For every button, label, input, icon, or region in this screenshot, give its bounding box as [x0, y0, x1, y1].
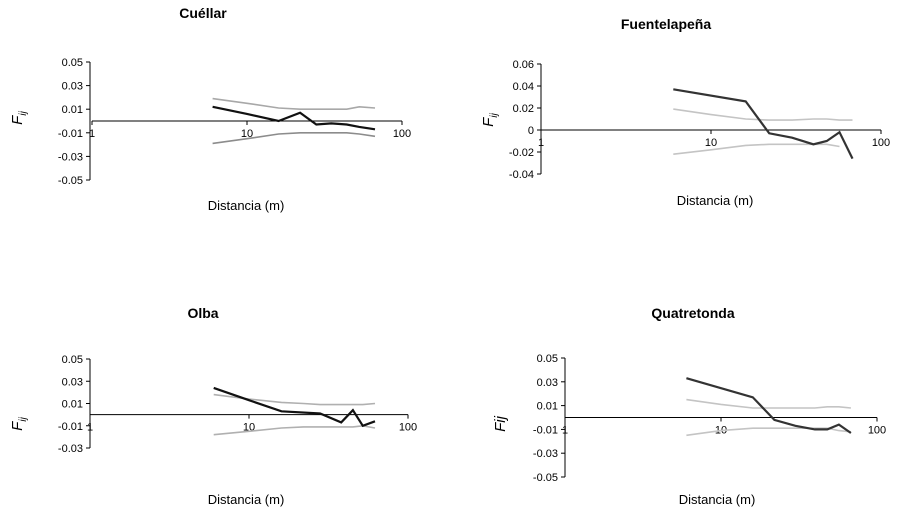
y-tick-label: 0.06: [513, 59, 534, 71]
y-tick-label: -0.03: [533, 448, 558, 460]
y-tick-label: 0.05: [537, 353, 558, 365]
chart-title: Cuéllar: [179, 5, 227, 21]
y-axis-label: Fij: [9, 110, 29, 124]
series-line-upper: [686, 398, 851, 409]
y-axis-label: Fij: [9, 416, 29, 430]
y-tick-label: -0.05: [58, 175, 83, 187]
y-tick-label: 0.03: [62, 376, 83, 388]
x-tick-label: 10: [241, 128, 253, 140]
y-axis-label: Fij: [492, 415, 509, 431]
chart-fuentelapena: Fuentelapeña -0.04 -0.02 0 0.02 0.04 0.06 1 10 10…: [480, 16, 890, 208]
y-tick-label: 0: [528, 125, 534, 137]
y-tick-label: 0.03: [537, 377, 558, 389]
chart-title: Quatretonda: [651, 305, 734, 321]
y-tick-label: -0.01: [533, 424, 558, 436]
x-tick-label: 100: [393, 128, 411, 140]
chart-quatretonda: Quatretonda -0.05 -0.03 -0.01 0.01 0.03 0.05 1 1…: [492, 305, 886, 507]
y-tick-label: -0.04: [509, 169, 534, 181]
y-tick-label: -0.01: [58, 421, 83, 433]
y-tick-label: -0.03: [58, 443, 83, 455]
series-line-lower: [212, 132, 376, 145]
y-tick-label: 0.04: [513, 81, 534, 93]
chart-panel-cuellar: Cuéllar -0.05 -0.03 -0.01 0.01 0.03 0.05 1 10 100…: [0, 0, 449, 256]
series-line-upper: [673, 108, 853, 121]
y-tick-label: 0.03: [62, 81, 83, 93]
y-axis-label: Fij: [480, 112, 500, 126]
series-line-lower: [213, 424, 376, 436]
series-line-observed: [213, 386, 376, 428]
y-tick-label: 0.05: [62, 354, 83, 366]
y-tick-label: 0.01: [537, 401, 558, 413]
x-tick-label: 10: [705, 137, 717, 149]
chart-olba: Olba-0.03-0.010.010.030.051 10 100Distanci…: [9, 305, 417, 507]
x-axis-label: Distancia (m): [677, 193, 754, 208]
chart-panel-olba: Olba -0.03 -0.01 0.01 0.03 0.05 1 10 100 Distanci…: [0, 256, 449, 512]
chart-title: Fuentelapeña: [621, 16, 711, 32]
chart-panel-fuentelapena: Fuentelapeña -0.04 -0.02 0 0.02 0.04 0.06 1 10 10…: [449, 0, 898, 256]
x-tick-label: 100: [872, 137, 890, 149]
series-line-observed: [673, 88, 854, 160]
y-tick-label: -0.05: [533, 472, 558, 484]
y-tick-label: -0.03: [58, 151, 83, 163]
x-tick-label: 1: [87, 422, 93, 434]
x-tick-label: 1: [562, 425, 568, 437]
y-tick-label: 0.01: [62, 104, 83, 116]
y-tick-label: 0.05: [62, 57, 83, 69]
x-tick-label: 100: [868, 425, 886, 437]
series-line-observed: [212, 105, 376, 131]
y-tick-label: 0.02: [513, 103, 534, 115]
chart-cuellar: Cuéllar -0.05 -0.03 -0.01 0.01 0.03 0.05 1 10 100…: [9, 5, 411, 213]
x-axis-label: Distancia (m): [208, 198, 285, 213]
x-tick-label: 1: [538, 137, 544, 149]
series-line-observed: [686, 377, 852, 434]
x-axis-label: Distancia (m): [208, 492, 285, 507]
y-tick-label: 0.01: [62, 399, 83, 411]
series-line-upper: [212, 97, 376, 110]
x-axis-label: Distancia (m): [679, 492, 756, 507]
chart-panel-quatretonda: Quatretonda -0.05 -0.03 -0.01 0.01 0.03 0.05 1 1…: [449, 256, 898, 512]
series-line-lower: [673, 143, 840, 155]
chart-title: Olba: [187, 305, 218, 321]
x-tick-label: 100: [399, 422, 417, 434]
x-tick-label: 1: [89, 128, 95, 140]
series-line-upper: [213, 393, 376, 406]
y-tick-label: -0.01: [58, 128, 83, 140]
y-tick-label: -0.02: [509, 147, 534, 159]
series-line-lower: [686, 427, 851, 437]
